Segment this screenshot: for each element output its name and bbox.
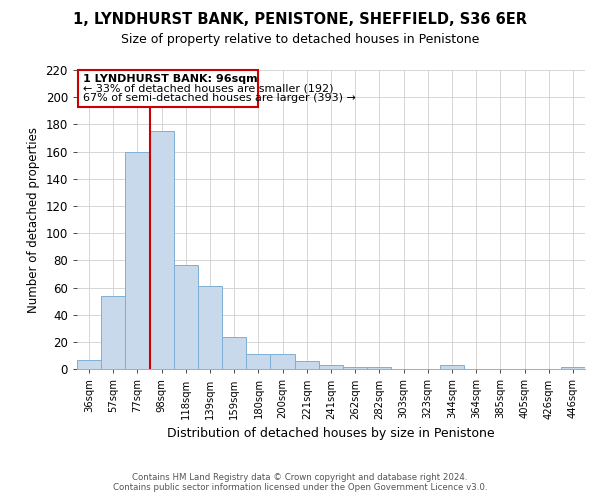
Bar bbox=[367, 366, 391, 370]
Bar bbox=[295, 361, 319, 370]
Text: 67% of semi-detached houses are larger (393) →: 67% of semi-detached houses are larger (… bbox=[83, 93, 356, 103]
Bar bbox=[561, 366, 585, 370]
Text: 1, LYNDHURST BANK, PENISTONE, SHEFFIELD, S36 6ER: 1, LYNDHURST BANK, PENISTONE, SHEFFIELD,… bbox=[73, 12, 527, 28]
Text: 1 LYNDHURST BANK: 96sqm: 1 LYNDHURST BANK: 96sqm bbox=[83, 74, 257, 84]
Bar bbox=[101, 296, 125, 370]
Bar bbox=[343, 366, 367, 370]
Bar bbox=[319, 365, 343, 370]
Text: Contains HM Land Registry data © Crown copyright and database right 2024.
Contai: Contains HM Land Registry data © Crown c… bbox=[113, 473, 487, 492]
Bar bbox=[174, 264, 198, 370]
Y-axis label: Number of detached properties: Number of detached properties bbox=[27, 126, 40, 312]
Bar bbox=[271, 354, 295, 370]
Text: Size of property relative to detached houses in Penistone: Size of property relative to detached ho… bbox=[121, 32, 479, 46]
Bar bbox=[247, 354, 271, 370]
Bar bbox=[198, 286, 222, 370]
Text: ← 33% of detached houses are smaller (192): ← 33% of detached houses are smaller (19… bbox=[83, 84, 334, 94]
Bar bbox=[77, 360, 101, 370]
Bar bbox=[125, 152, 149, 370]
X-axis label: Distribution of detached houses by size in Penistone: Distribution of detached houses by size … bbox=[167, 427, 495, 440]
Bar bbox=[440, 365, 464, 370]
Bar bbox=[149, 131, 174, 370]
Bar bbox=[222, 336, 247, 370]
FancyBboxPatch shape bbox=[78, 70, 259, 106]
